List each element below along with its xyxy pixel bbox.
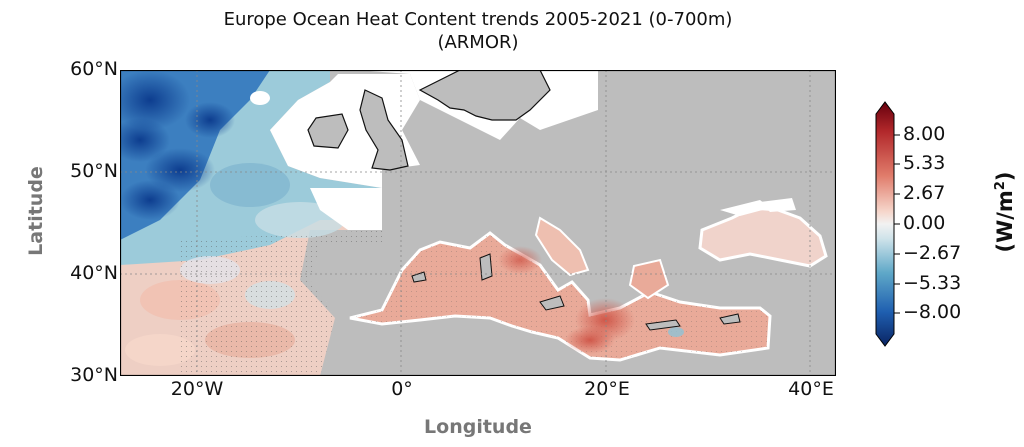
map-subtitle: (ARMOR) xyxy=(437,32,519,53)
map-frame xyxy=(120,70,836,376)
y-tick-label: 30°N xyxy=(70,364,118,386)
corsica-sardinia xyxy=(479,253,493,281)
colorbar-tick-label: −5.33 xyxy=(903,272,962,294)
cyprus xyxy=(719,313,741,325)
x-axis-label: Longitude xyxy=(424,416,532,438)
colorbar-tick-label: 8.00 xyxy=(903,123,946,145)
y-tick-label: 50°N xyxy=(70,160,118,182)
ireland xyxy=(307,113,349,149)
colorbar-unit-label: (W/m2) xyxy=(993,171,1017,253)
colorbar-tick-label: 5.33 xyxy=(903,152,946,174)
mediterranean-sea xyxy=(349,216,772,362)
crete xyxy=(645,319,681,331)
balearic-islands xyxy=(411,271,427,283)
graticule xyxy=(120,70,836,376)
colorbar-tick-label: −2.67 xyxy=(903,242,962,264)
sicily xyxy=(539,295,565,311)
colorbar xyxy=(875,101,900,347)
x-tick-label: 20°W xyxy=(170,378,224,400)
great-britain xyxy=(359,89,409,171)
x-tick-label: 0° xyxy=(391,378,413,400)
y-tick-label: 60°N xyxy=(70,58,118,80)
x-tick-label: 40°E xyxy=(788,378,834,400)
colorbar-tick-label: 2.67 xyxy=(903,182,946,204)
scandinavia xyxy=(418,70,551,121)
y-tick-label: 40°N xyxy=(70,262,118,284)
no-data-area xyxy=(720,200,770,216)
map-title: Europe Ocean Heat Content trends 2005-20… xyxy=(223,9,733,30)
atlantic-ocean-field xyxy=(120,70,382,376)
no-data-area xyxy=(760,198,796,212)
colorbar-tick-label: 0.00 xyxy=(903,212,946,234)
y-axis-label: Latitude xyxy=(25,166,47,256)
no-data-area xyxy=(250,91,270,105)
x-tick-label: 20°E xyxy=(584,378,630,400)
colorbar-tick-label: −8.00 xyxy=(903,301,962,323)
map-plot-area xyxy=(120,70,836,376)
no-data-area xyxy=(310,188,382,230)
